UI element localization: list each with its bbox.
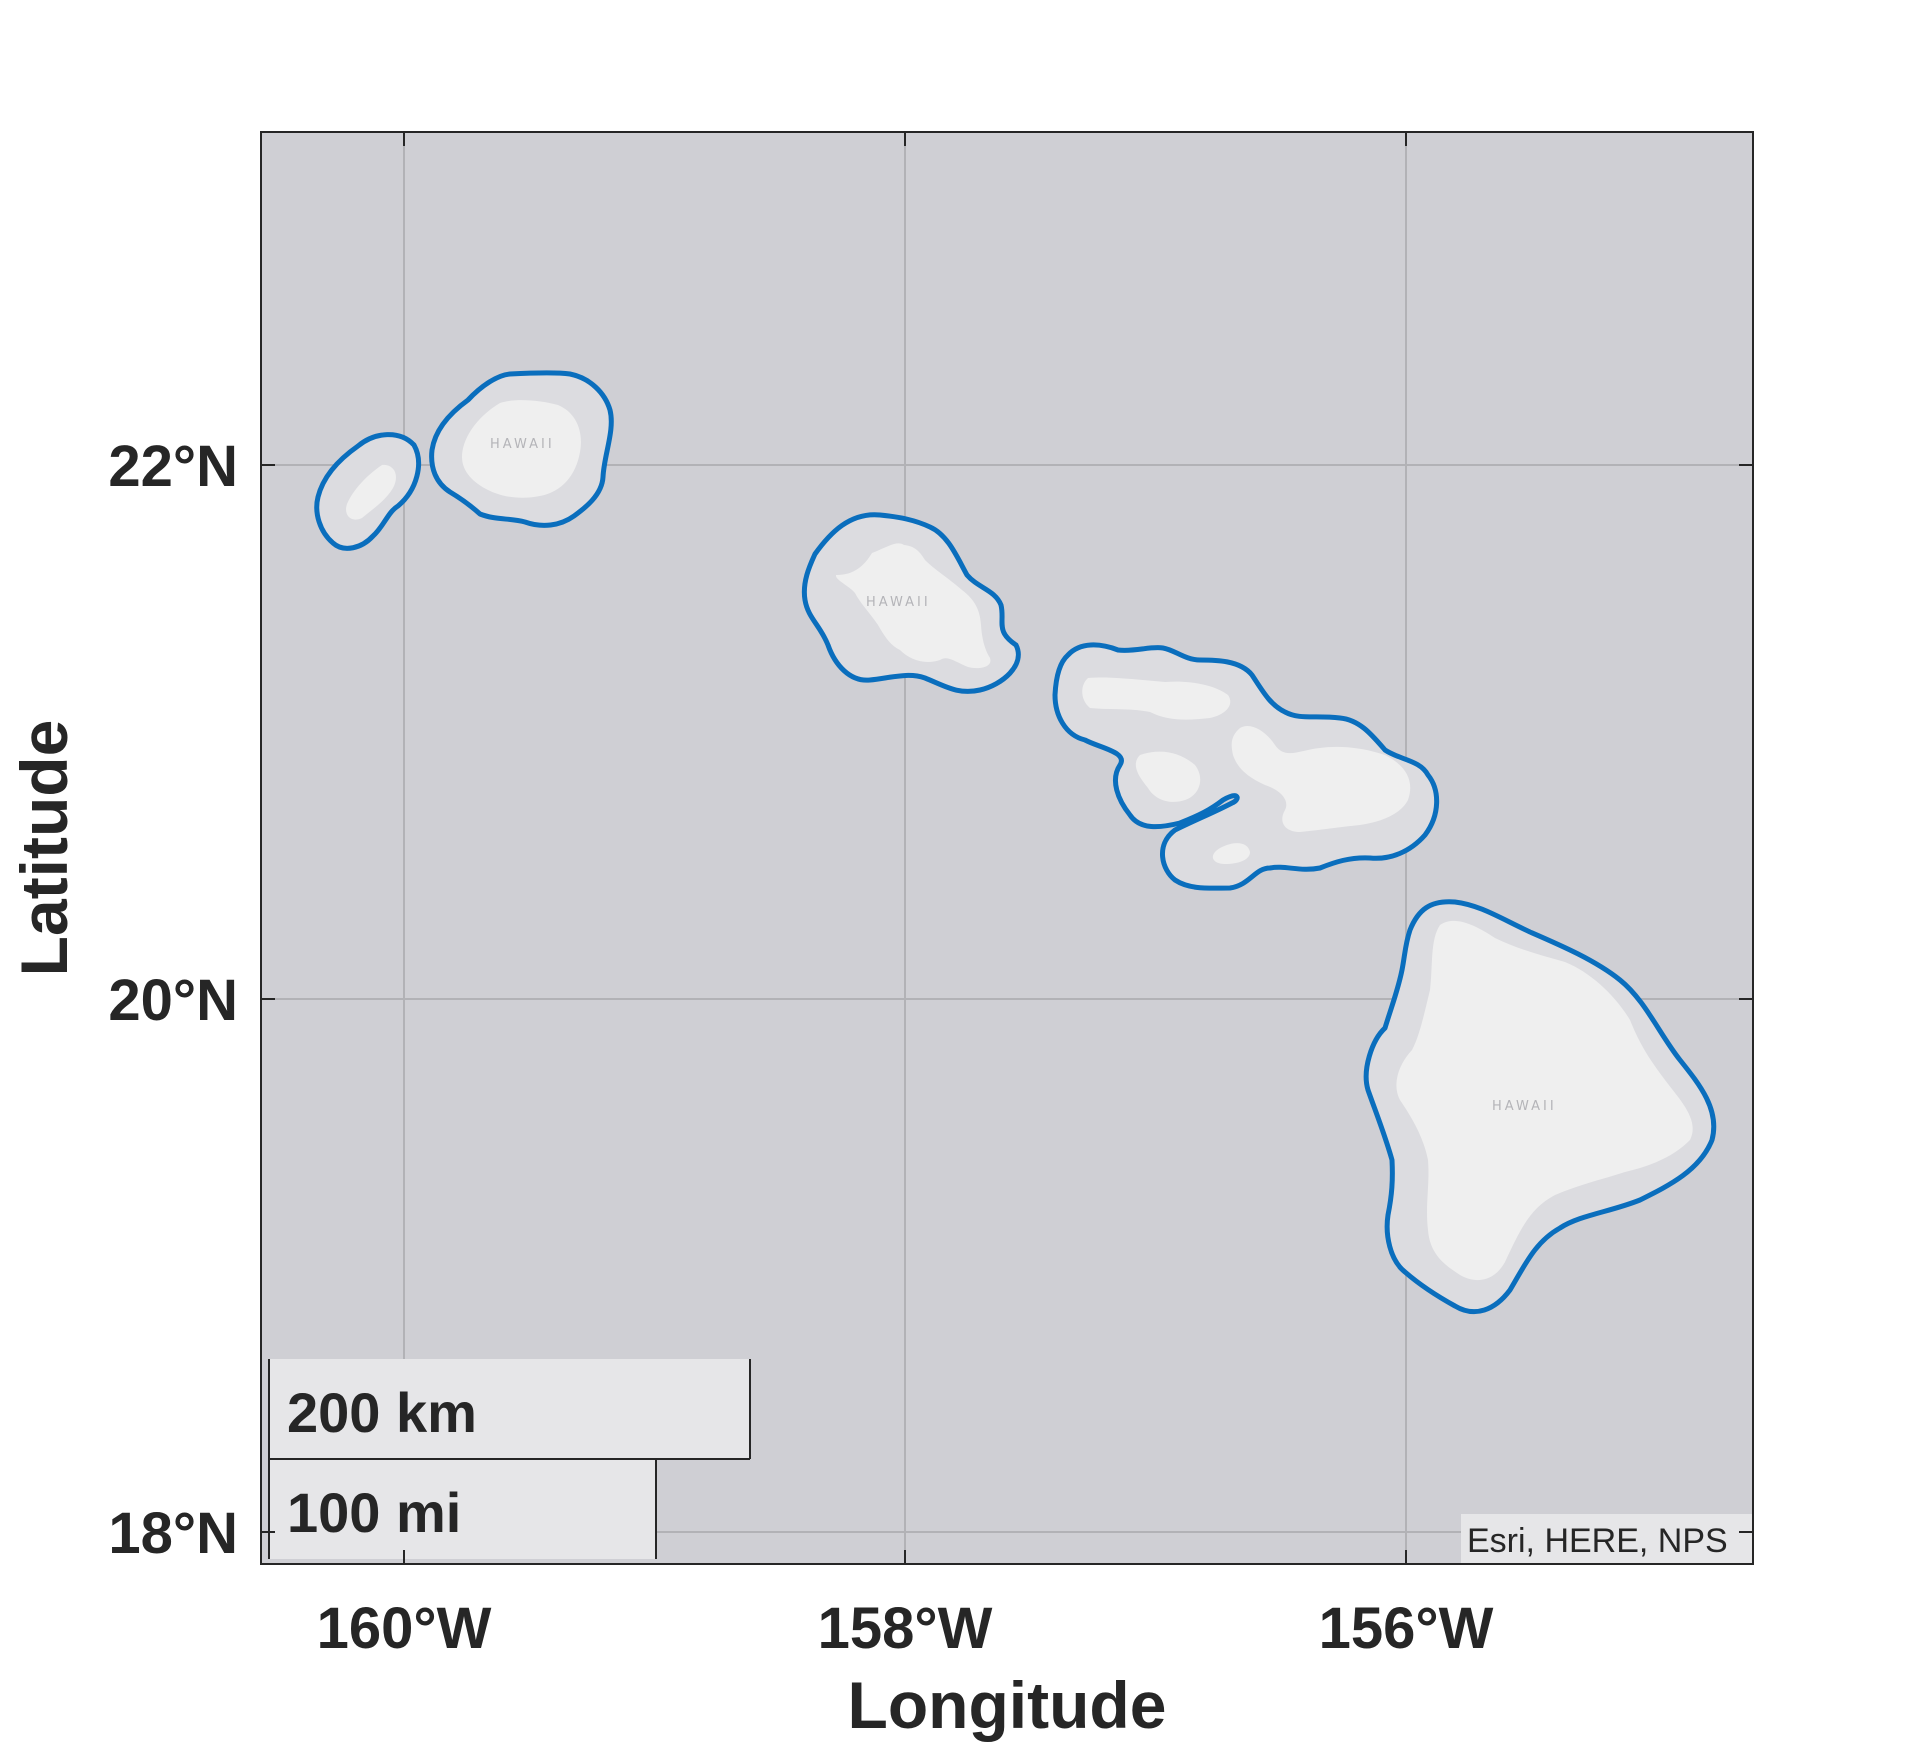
niihau-land bbox=[346, 464, 396, 520]
island-oahu bbox=[801, 512, 1021, 694]
x-axis-title: Longitude bbox=[848, 1668, 1167, 1742]
island-niihau bbox=[314, 432, 422, 551]
basemap-label-oahu: HAWAII bbox=[866, 595, 931, 610]
attribution-box bbox=[1461, 1514, 1753, 1564]
maui-land bbox=[1231, 725, 1411, 832]
lon-tick-label-158: 158°W bbox=[818, 1596, 993, 1661]
kauai-land bbox=[462, 400, 581, 498]
island-kauai bbox=[429, 370, 614, 528]
molokai-land bbox=[1082, 677, 1231, 720]
kahoolawe-land bbox=[1212, 843, 1250, 864]
hawaii-land bbox=[1396, 920, 1693, 1281]
map-ocean-background bbox=[261, 132, 1753, 1564]
scale-bar-km-label: 200 km bbox=[287, 1381, 477, 1444]
lanai-land bbox=[1135, 751, 1201, 802]
island-group-maui-nui bbox=[1052, 642, 1440, 891]
island-hawaii bbox=[1363, 899, 1717, 1315]
map-frame bbox=[260, 131, 1754, 1565]
lat-tick-label-18: 18°N bbox=[108, 1501, 238, 1566]
scale-bar: 200 km 100 mi bbox=[268, 1359, 751, 1559]
y-axis-title: Latitude bbox=[7, 720, 81, 977]
lon-tick-label-160: 160°W bbox=[317, 1596, 492, 1661]
hawaii-buffer-outline bbox=[1363, 899, 1717, 1315]
maui-nui-buffer-outline bbox=[1052, 642, 1440, 891]
basemap-label-kauai: HAWAII bbox=[490, 437, 555, 452]
basemap-attribution: Esri, HERE, NPS bbox=[1467, 1522, 1728, 1560]
oahu-buffer-outline bbox=[801, 512, 1021, 694]
oahu-land bbox=[835, 543, 991, 669]
lat-tick-label-20: 20°N bbox=[108, 968, 238, 1033]
basemap-label-hawaii: HAWAII bbox=[1492, 1099, 1557, 1114]
map-content: HAWAII HAWAII HAWAII 200 km 100 mi Esri,… bbox=[261, 132, 1753, 1564]
scale-bar-mi-box bbox=[268, 1459, 656, 1559]
tick-marks bbox=[261, 132, 1753, 1564]
lon-tick-label-156: 156°W bbox=[1319, 1596, 1494, 1661]
scale-bar-km-box bbox=[268, 1359, 750, 1459]
niihau-buffer-outline bbox=[314, 432, 422, 551]
scale-bar-mi-label: 100 mi bbox=[287, 1481, 461, 1544]
lat-tick-label-22: 22°N bbox=[108, 434, 238, 499]
kauai-buffer-outline bbox=[429, 370, 614, 528]
